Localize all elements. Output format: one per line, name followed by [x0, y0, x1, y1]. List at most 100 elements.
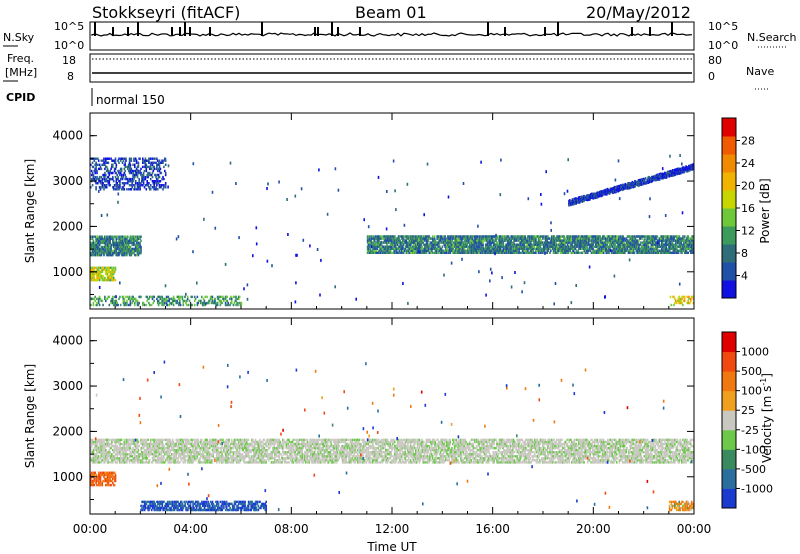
power-echo-cell [209, 297, 212, 301]
power-echo-cell [528, 241, 530, 244]
power-echo-cell [93, 249, 96, 253]
power-echo-cell [509, 249, 512, 252]
power-echo-cell [627, 185, 629, 189]
power-echo-cell [146, 182, 148, 185]
power-echo-cell [621, 235, 623, 238]
power-echo-cell [134, 301, 136, 305]
power-echo-cell [553, 249, 556, 252]
nave-tick-top: 80 [708, 54, 722, 67]
power-echo-cell [512, 243, 514, 246]
power-echo-cell [678, 237, 681, 240]
power-echo-cell [680, 169, 683, 172]
power-echo-cell [476, 249, 479, 252]
power-echo-cell [647, 249, 650, 252]
power-echo-cell [580, 237, 582, 240]
power-echo-cell [127, 241, 130, 245]
power-echo-cell [649, 249, 652, 252]
power-echo-cell [645, 251, 647, 254]
power-echo-cell [658, 237, 660, 240]
power-echo-cell [541, 241, 543, 244]
power-echo-cell [510, 249, 512, 252]
power-echo-cell [679, 245, 682, 248]
power-echo-cell [538, 239, 541, 242]
power-echo-cell [418, 237, 421, 240]
power-echo-cell [123, 239, 126, 242]
power-echo-cell [169, 301, 171, 305]
power-echo-cell [606, 251, 608, 254]
power-echo-cell [488, 251, 490, 254]
power-echo-cell [624, 243, 627, 246]
power-echo-cell [165, 299, 168, 303]
power-echo-cell [136, 245, 139, 249]
power-echo-cell [136, 301, 139, 305]
power-echo-cell [553, 247, 556, 250]
power-echo-cell [409, 249, 411, 252]
power-echo-cell [602, 189, 605, 193]
power-echo-cell [496, 247, 498, 250]
power-echo-cell [691, 245, 693, 248]
power-echo-cell [531, 239, 534, 242]
power-echo-cell [111, 163, 113, 166]
power-echo-cell [409, 247, 411, 250]
power-echo-cell [382, 241, 385, 244]
power-echo-cell [512, 247, 514, 250]
power-echo-cell [465, 249, 468, 252]
power-echo-cell [501, 249, 504, 252]
power-echo-cell [615, 251, 617, 254]
power-echo-cell [97, 157, 99, 160]
power-echo-cell [98, 163, 101, 166]
power-echo-cell [565, 241, 568, 244]
power-echo-cell [374, 245, 377, 248]
power-echo-cell [613, 186, 615, 189]
power-echo-cell [173, 299, 176, 303]
power-echo-cell [637, 235, 639, 238]
power-echo-cell [441, 249, 444, 252]
power-echo-cell [129, 180, 132, 183]
power-echo-cell [565, 237, 567, 240]
power-echo-cell [401, 245, 403, 248]
power-echo-cell [489, 239, 491, 242]
power-echo-cell [648, 178, 650, 182]
power-echo-cell [413, 247, 416, 250]
power-echo-cell [637, 251, 639, 254]
power-echo-cell [596, 249, 599, 252]
power-echo-cell [591, 196, 594, 199]
power-echo-cell [153, 299, 155, 303]
power-echo-cell [678, 249, 681, 252]
power-echo-cell [176, 299, 178, 303]
power-echo-cell [615, 245, 617, 248]
power-echo-cell [470, 235, 473, 238]
power-echo-cell [668, 237, 670, 240]
power-echo-cell [532, 237, 534, 240]
power-echo-cell [127, 303, 130, 307]
power-echo-cell [102, 251, 104, 255]
power-echo-cell [691, 247, 693, 250]
power-echo-cell [678, 235, 681, 238]
power-echo-cell [486, 247, 489, 250]
power-echo-cell [470, 249, 473, 252]
power-echo-cell [153, 184, 155, 187]
power-echo-cell [399, 239, 401, 242]
power-echo-cell [108, 295, 111, 299]
power-echo-cell [118, 188, 120, 191]
power-echo-cell [524, 237, 527, 240]
power-echo-cell [372, 247, 374, 250]
power-echo-cell [613, 190, 615, 193]
power-echo-cell [149, 188, 151, 191]
power-echo-cell [548, 241, 550, 244]
power-echo-cell [125, 235, 127, 238]
power-echo-cell [498, 249, 500, 252]
power-echo-cell [625, 245, 628, 248]
power-echo-cell [528, 243, 531, 246]
power-echo-cell [678, 295, 681, 299]
power-echo-cell [670, 174, 672, 177]
power-echo-cell [158, 163, 161, 166]
power-echo-cell [565, 241, 567, 244]
power-echo-cell [233, 301, 236, 305]
power-echo-cell [155, 180, 157, 183]
power-echo-cell [680, 237, 682, 240]
power-echo-cell [115, 299, 118, 303]
power-echo-cell [653, 178, 656, 181]
power-echo-cell [98, 167, 101, 171]
power-echo-cell [126, 241, 128, 245]
